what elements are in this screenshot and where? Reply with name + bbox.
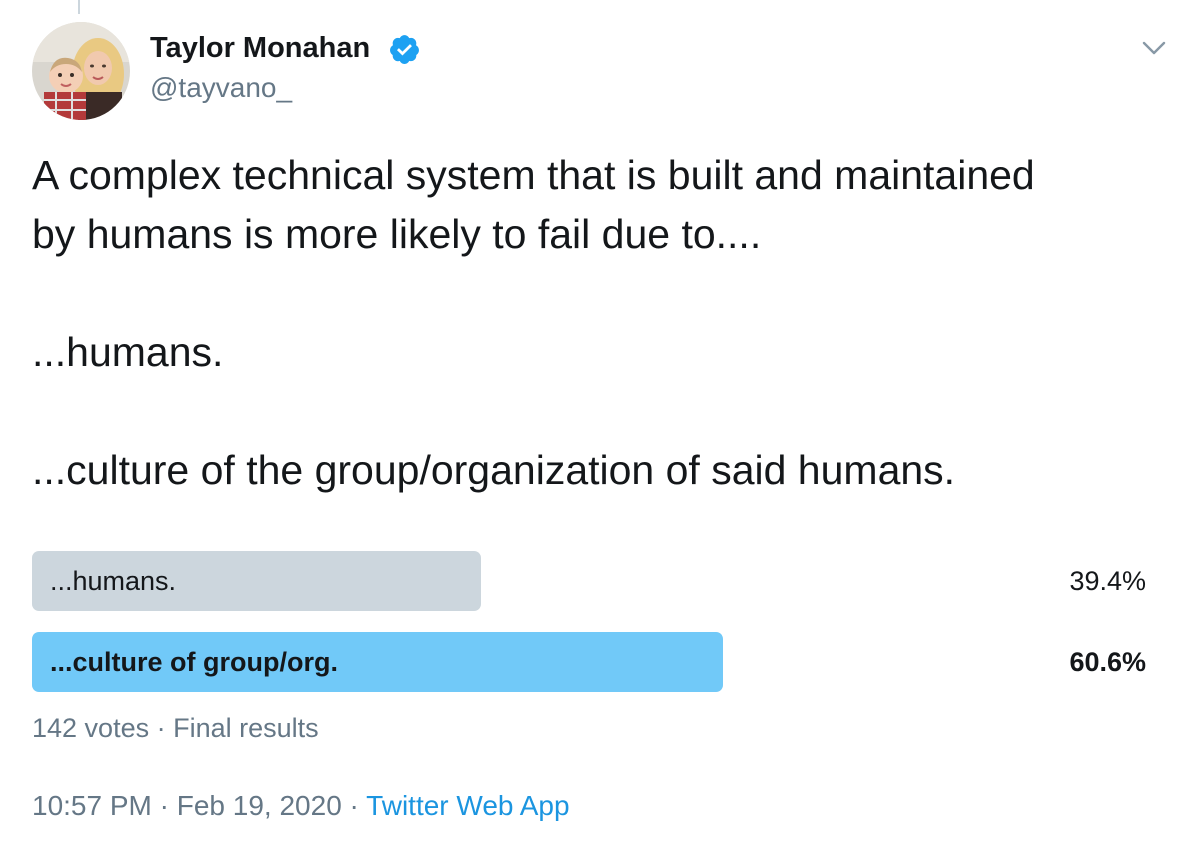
separator-dot: · <box>151 790 177 821</box>
chevron-down-icon[interactable] <box>1138 34 1170 62</box>
poll-status: Final results <box>173 713 319 743</box>
tweet-text-line: ...culture of the group/organization of … <box>32 447 956 493</box>
thread-connector-line <box>78 0 80 14</box>
tweet-text: A complex technical system that is built… <box>32 146 1172 500</box>
avatar[interactable] <box>32 22 130 120</box>
separator-dot: · <box>149 713 174 743</box>
tweet-date[interactable]: Feb 19, 2020 <box>176 790 342 821</box>
poll-option-label: ...culture of group/org. <box>50 647 338 677</box>
tweet-timestamp: 10:57 PM · Feb 19, 2020 · Twitter Web Ap… <box>32 790 570 822</box>
source-link[interactable]: Twitter Web App <box>366 790 570 821</box>
poll-bar <box>32 551 481 611</box>
author-handle[interactable]: @tayvano_ <box>150 72 293 103</box>
tweet-text-line: A complex technical system that is built… <box>32 152 1035 198</box>
poll-summary: 142 votes · Final results <box>32 713 319 744</box>
poll-vote-count: 142 votes <box>32 713 150 743</box>
verified-badge-icon <box>390 35 419 64</box>
poll-bar <box>32 632 723 692</box>
poll-option-humans: ...humans. 39.4% <box>32 551 1146 611</box>
poll-option-percent: 60.6% <box>1069 647 1146 677</box>
tweet-time[interactable]: 10:57 PM <box>32 790 152 821</box>
tweet-text-line: by humans is more likely to fail due to.… <box>32 211 762 257</box>
poll-option-culture: ...culture of group/org. 60.6% <box>32 632 1146 692</box>
separator-dot: · <box>341 790 367 821</box>
poll-option-label: ...humans. <box>50 566 177 596</box>
author-name[interactable]: Taylor Monahan <box>150 32 371 64</box>
poll-option-percent: 39.4% <box>1069 566 1146 596</box>
tweet-text-line: ...humans. <box>32 329 224 375</box>
